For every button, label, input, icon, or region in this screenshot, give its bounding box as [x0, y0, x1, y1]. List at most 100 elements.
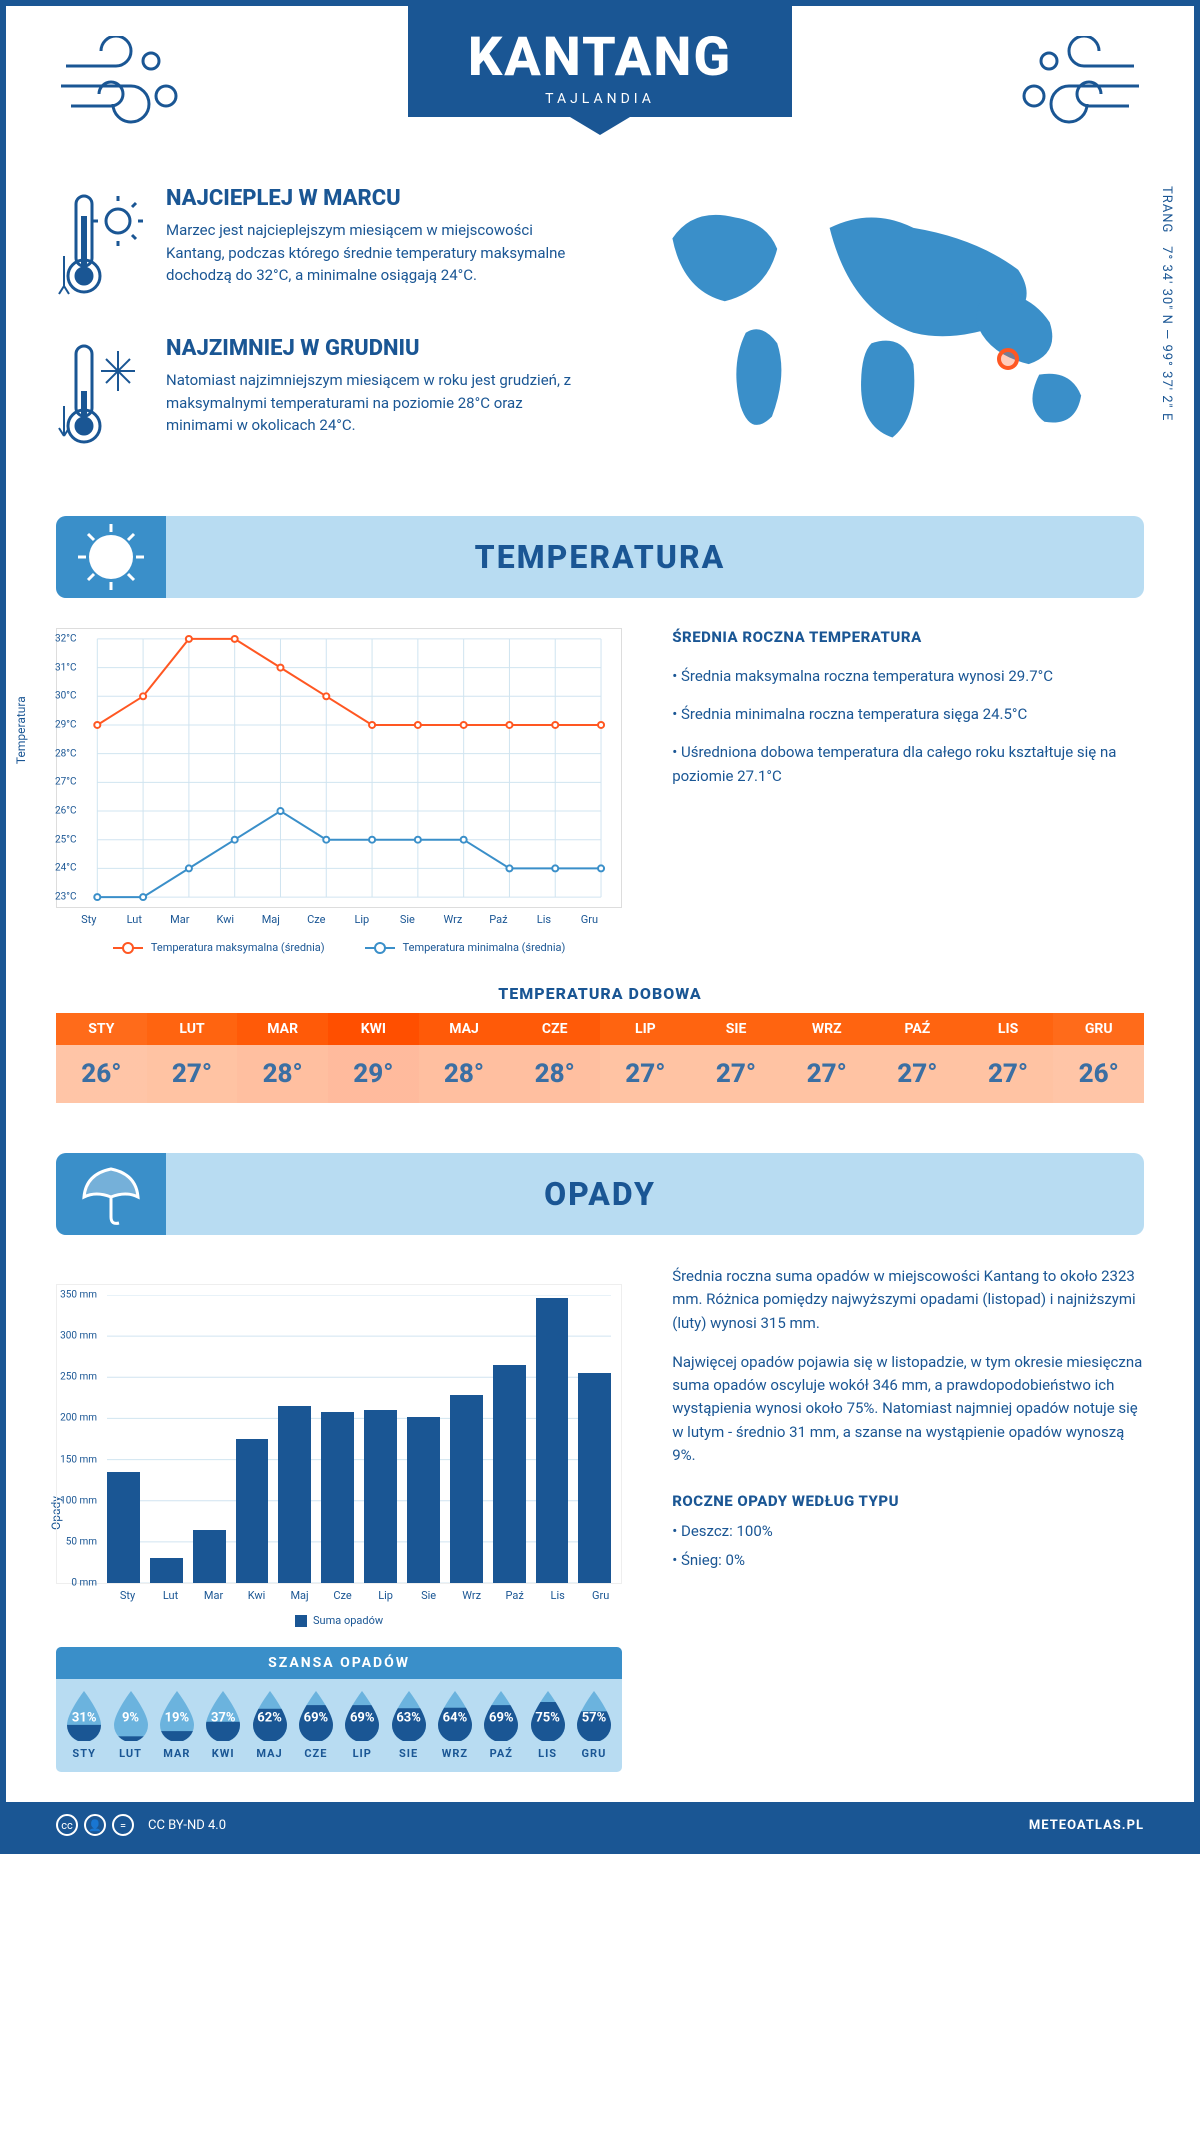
- chance-percent: 69%: [304, 1710, 329, 1725]
- daily-month-label: LUT: [147, 1013, 238, 1045]
- chance-column: 69% LIP: [339, 1689, 385, 1760]
- daily-month-label: KWI: [328, 1013, 419, 1045]
- cc-license: cc 👤 = CC BY-ND 4.0: [56, 1814, 226, 1836]
- precip-bar: [578, 1373, 611, 1583]
- precip-row: Opady 0 mm50 mm100 mm150 mm200 mm250 mm3…: [56, 1265, 1144, 1772]
- raindrop-icon: 62%: [249, 1689, 291, 1741]
- chance-month-label: MAR: [154, 1747, 200, 1760]
- daily-month-label: MAJ: [419, 1013, 510, 1045]
- sun-accent-icon: [56, 516, 166, 598]
- chance-percent: 62%: [257, 1710, 282, 1725]
- hottest-text-wrap: NAJCIEPLEJ W MARCU Marzec jest najcieple…: [166, 186, 580, 306]
- title-banner: KANTANG TAJLANDIA: [408, 6, 792, 117]
- chance-column: 64% WRZ: [432, 1689, 478, 1760]
- chance-column: 62% MAJ: [246, 1689, 292, 1760]
- raindrop-icon: 64%: [434, 1689, 476, 1741]
- daily-temp-table: STY26°LUT27°MAR28°KWI29°MAJ28°CZE28°LIP2…: [56, 1013, 1144, 1103]
- temp-annual-heading: ŚREDNIA ROCZNA TEMPERATURA: [672, 628, 1144, 646]
- daily-column: LUT27°: [147, 1013, 238, 1103]
- daily-column: LIS27°: [963, 1013, 1054, 1103]
- daily-temp-value: 29°: [328, 1045, 419, 1103]
- precip-bar: [193, 1530, 226, 1583]
- chance-month-label: GRU: [571, 1747, 617, 1760]
- daily-month-label: STY: [56, 1013, 147, 1045]
- umbrella-accent-icon: [56, 1153, 166, 1235]
- temp-y-axis-label: Temperatura: [14, 696, 28, 764]
- precip-para-1: Średnia roczna suma opadów w miejscowośc…: [672, 1265, 1144, 1335]
- chance-percent: 37%: [211, 1710, 236, 1725]
- raindrop-icon: 75%: [527, 1689, 569, 1741]
- daily-column: GRU26°: [1053, 1013, 1144, 1103]
- precip-title: OPADY: [56, 1175, 1144, 1213]
- daily-column: STY26°: [56, 1013, 147, 1103]
- daily-month-label: PAŹ: [872, 1013, 963, 1045]
- coldest-text: Natomiast najzimniejszym miesiącem w rok…: [166, 369, 580, 437]
- daily-temp-value: 28°: [509, 1045, 600, 1103]
- precip-bar: [321, 1412, 354, 1583]
- license-text: CC BY-ND 4.0: [148, 1818, 226, 1833]
- daily-temp-value: 27°: [600, 1045, 691, 1103]
- precip-bar: [150, 1558, 183, 1584]
- daily-temp-value: 27°: [147, 1045, 238, 1103]
- precip-bar: [364, 1410, 397, 1583]
- hottest-text: Marzec jest najcieplejszym miesiącem w m…: [166, 219, 580, 287]
- chance-month-label: MAJ: [246, 1747, 292, 1760]
- temp-annual-info: ŚREDNIA ROCZNA TEMPERATURA • Średnia mak…: [672, 628, 1144, 954]
- daily-temp-value: 28°: [419, 1045, 510, 1103]
- daily-temp-value: 28°: [237, 1045, 328, 1103]
- hottest-block: NAJCIEPLEJ W MARCU Marzec jest najcieple…: [56, 186, 580, 306]
- raindrop-icon: 37%: [202, 1689, 244, 1741]
- daily-column: KWI29°: [328, 1013, 419, 1103]
- chance-column: 75% LIS: [524, 1689, 570, 1760]
- hottest-heading: NAJCIEPLEJ W MARCU: [166, 186, 580, 211]
- temperature-chart-area: Temperatura 23°C24°C25°C26°C27°C28°C29°C…: [56, 628, 622, 954]
- precip-bar-legend: Suma opadów: [56, 1614, 622, 1627]
- chance-percent: 9%: [122, 1710, 139, 1725]
- raindrop-icon: 19%: [156, 1689, 198, 1741]
- chance-column: 63% SIE: [385, 1689, 431, 1760]
- daily-month-label: MAR: [237, 1013, 328, 1045]
- info-row: NAJCIEPLEJ W MARCU Marzec jest najcieple…: [56, 186, 1144, 486]
- chance-month-label: PAŹ: [478, 1747, 524, 1760]
- daily-temp-value: 27°: [963, 1045, 1054, 1103]
- precip-bar: [107, 1472, 140, 1583]
- chance-column: 69% PAŹ: [478, 1689, 524, 1760]
- thermometer-cold-icon: [56, 336, 146, 456]
- country-name: TAJLANDIA: [468, 91, 732, 107]
- chance-percent: 69%: [350, 1710, 375, 1725]
- daily-temp-value: 27°: [781, 1045, 872, 1103]
- chance-percent: 63%: [396, 1710, 421, 1725]
- daily-column: PAŹ27°: [872, 1013, 963, 1103]
- chance-column: 19% MAR: [154, 1689, 200, 1760]
- daily-column: WRZ27°: [781, 1013, 872, 1103]
- precip-bar: [236, 1439, 269, 1583]
- chance-percent: 69%: [489, 1710, 514, 1725]
- header-row: KANTANG TAJLANDIA: [56, 6, 1144, 136]
- chance-percent: 19%: [165, 1710, 190, 1725]
- world-map-icon: [620, 186, 1144, 458]
- daily-temp-title: TEMPERATURA DOBOWA: [56, 984, 1144, 1003]
- daily-month-label: WRZ: [781, 1013, 872, 1045]
- daily-month-label: LIP: [600, 1013, 691, 1045]
- precip-type-item: • Śnieg: 0%: [672, 1549, 1144, 1572]
- precip-para-2: Najwięcej opadów pojawia się w listopadz…: [672, 1351, 1144, 1467]
- chance-month-label: WRZ: [432, 1747, 478, 1760]
- daily-column: MAR28°: [237, 1013, 328, 1103]
- chance-row: 31% STY 9% LUT 19% MAR 37% KWI 62% MAJ 6…: [56, 1679, 622, 1772]
- thermometer-hot-icon: [56, 186, 146, 306]
- temp-bullet: • Średnia minimalna roczna temperatura s…: [672, 702, 1144, 726]
- chance-month-label: KWI: [200, 1747, 246, 1760]
- raindrop-icon: 9%: [110, 1689, 152, 1741]
- chance-month-label: SIE: [385, 1747, 431, 1760]
- temp-bullet: • Średnia maksymalna roczna temperatura …: [672, 664, 1144, 688]
- wind-right-icon: [1014, 36, 1144, 136]
- raindrop-icon: 69%: [295, 1689, 337, 1741]
- city-name: KANTANG: [468, 26, 732, 89]
- temp-bullet: • Uśredniona dobowa temperatura dla całe…: [672, 740, 1144, 788]
- precip-type-heading: ROCZNE OPADY WEDŁUG TYPU: [672, 1492, 1144, 1510]
- raindrop-icon: 63%: [388, 1689, 430, 1741]
- raindrop-icon: 57%: [573, 1689, 615, 1741]
- page-container: KANTANG TAJLANDIA NAJCIEPLEJ W MARCU Mar…: [0, 0, 1200, 1854]
- precip-chart-area: Opady 0 mm50 mm100 mm150 mm200 mm250 mm3…: [56, 1265, 622, 1772]
- daily-temp-value: 26°: [56, 1045, 147, 1103]
